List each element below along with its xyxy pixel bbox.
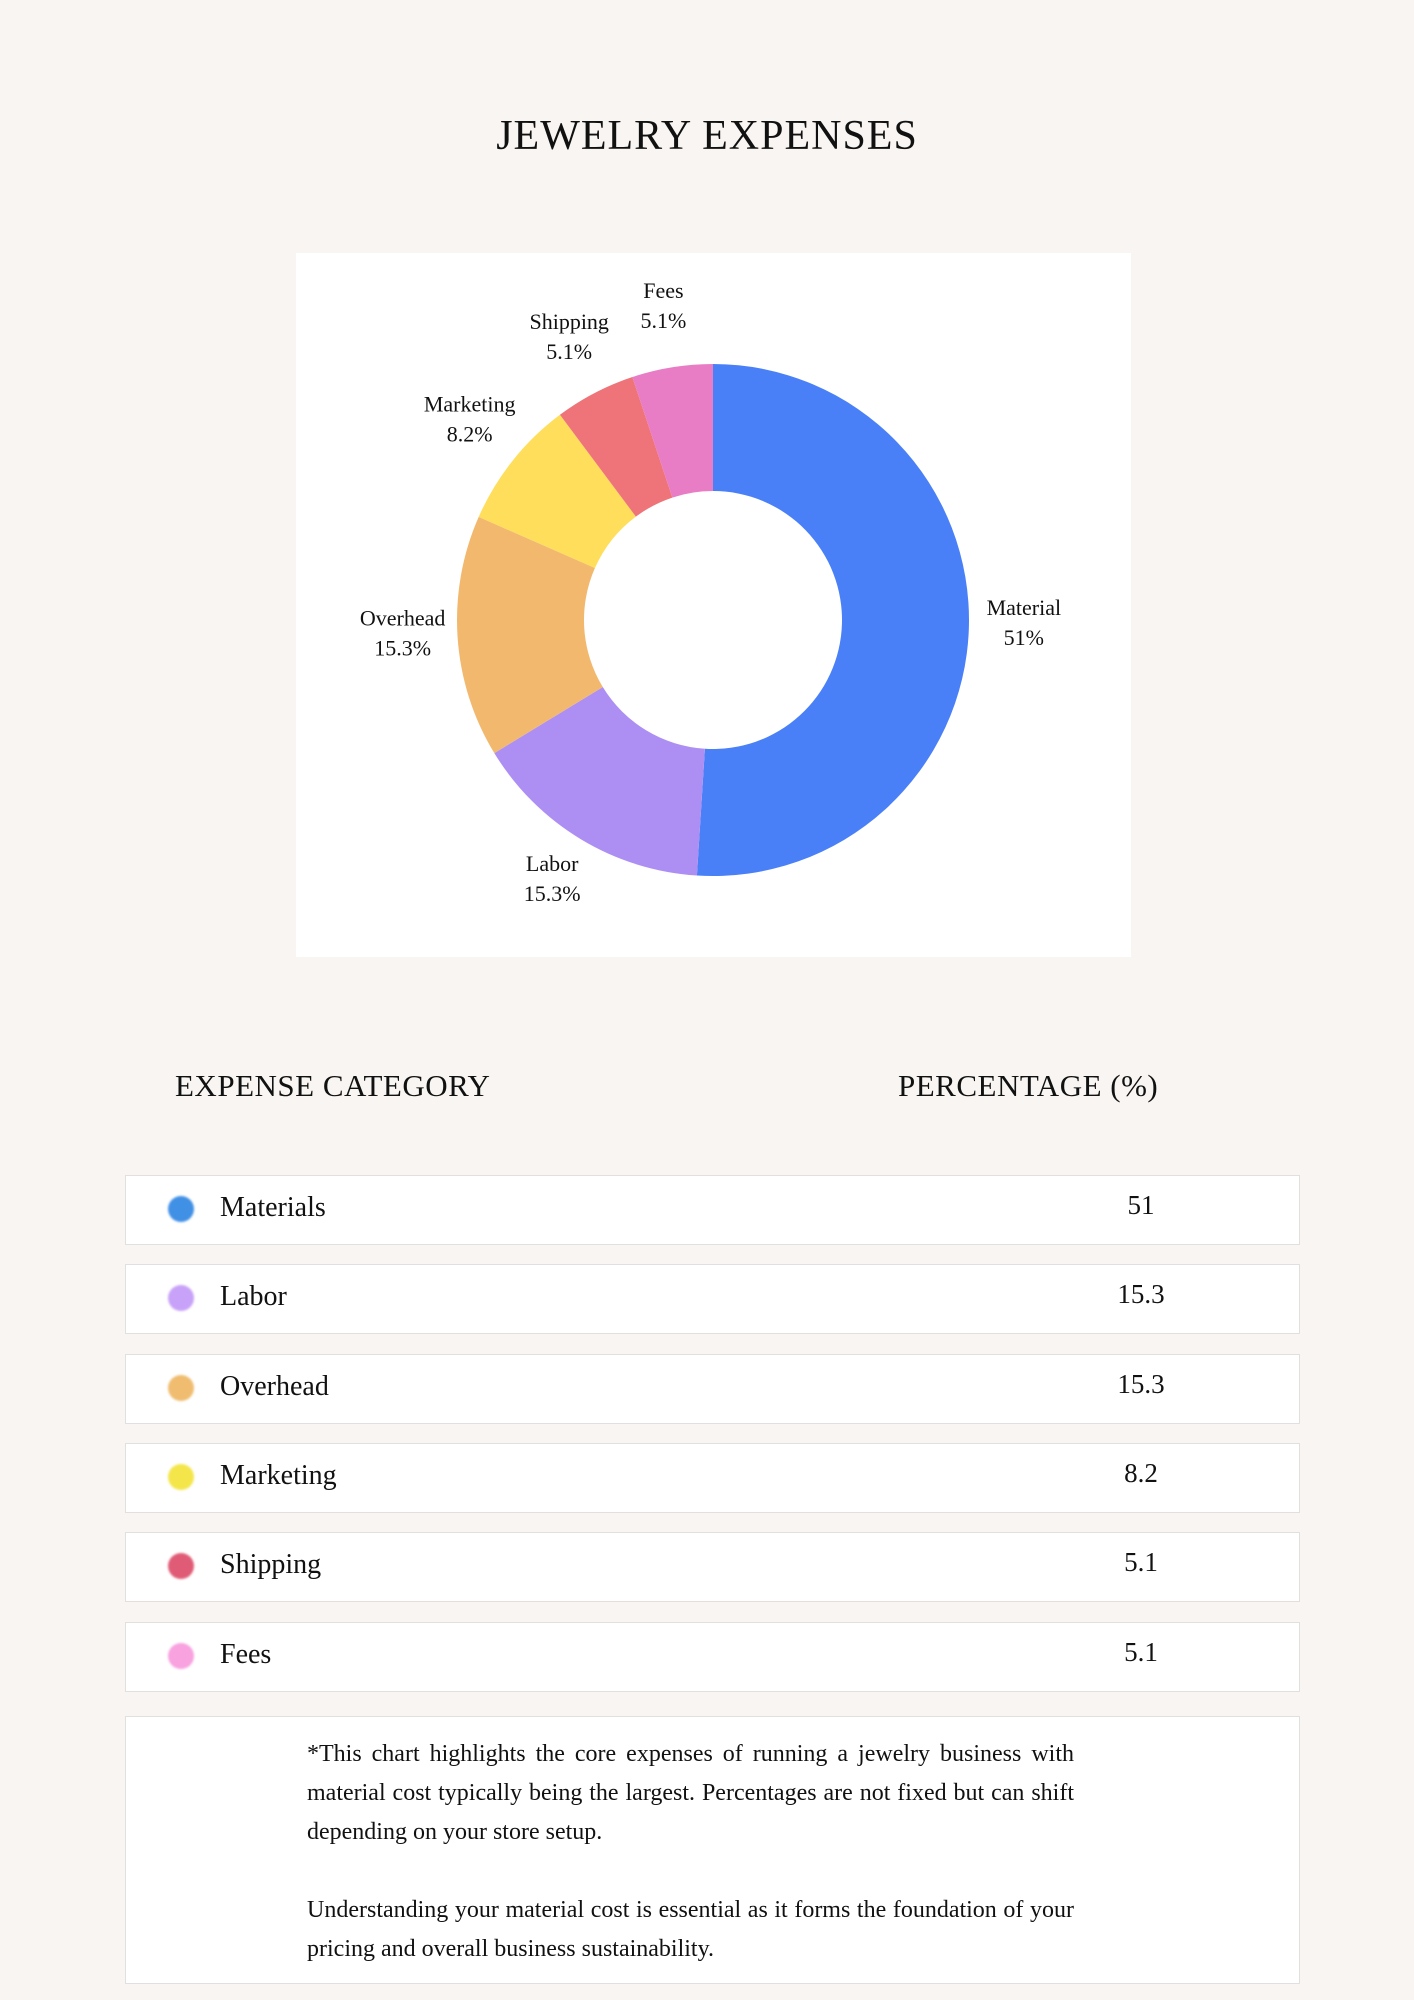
donut-slice [696,364,970,876]
category-cell: Overhead [220,1370,329,1402]
chart-panel: Material 51% Labor 15.3% Overhead 15.3% Market… [296,253,1131,957]
percentage-cell: 15.3 [1117,1368,1165,1399]
slice-label: Labor [526,851,579,876]
slice-label: Overhead [360,606,446,631]
note-paragraph: *This chart highlights the core expenses… [307,1741,1074,1845]
percentage-cell: 5.1 [1124,1547,1158,1578]
category-cell: Fees [220,1638,272,1670]
color-dot [168,1553,194,1580]
slice-value-label: 15.3% [524,881,581,906]
donut-slice [478,414,636,569]
color-dot [168,1285,194,1312]
slice-value-label: 8.2% [447,421,493,446]
slice-value-label: 5.1% [546,339,592,364]
column-header: PERCENTAGE (%) [898,1068,1159,1103]
category-cell: Labor [220,1281,287,1313]
percentage-cell: 8.2 [1124,1457,1158,1488]
note-box: *This chart highlights the core expenses… [125,1716,1300,1984]
table-row: Shipping 5.1 [125,1532,1300,1603]
table-row: Fees 5.1 [125,1621,1300,1692]
note-paragraph: Understanding your material cost is esse… [307,1897,1074,1962]
color-dot [168,1642,194,1669]
donut-slice [632,364,713,498]
table-row: Labor 15.3 [125,1264,1300,1335]
slice-label: Shipping [529,309,608,334]
color-dot [168,1374,194,1401]
page-title: JEWELRY EXPENSES [496,113,918,159]
column-header: EXPENSE CATEGORY [175,1068,491,1103]
slice-value-label: 15.3% [374,636,431,661]
donut-slice [457,516,603,754]
table-row: Marketing 8.2 [125,1442,1300,1513]
donut-chart: Material 51% Labor 15.3% Overhead 15.3% Market… [360,278,1062,906]
percentage-cell: 51 [1127,1190,1155,1220]
slice-value-label: 5.1% [640,308,686,333]
slice-label: Marketing [424,391,516,416]
category-cell: Materials [220,1192,326,1223]
donut-slice [494,687,705,876]
donut-slice [559,377,673,517]
slice-value-label: 51% [1004,625,1044,650]
color-dot [168,1463,194,1490]
percentage-cell: 5.1 [1124,1636,1158,1667]
slice-label: Fees [643,278,683,303]
slice-label: Material [987,595,1062,620]
percentage-cell: 15.3 [1117,1279,1165,1310]
category-cell: Shipping [220,1549,322,1581]
color-dot [168,1196,194,1222]
table-row: Overhead 15.3 [125,1353,1300,1424]
table-row: Materials 51 [125,1175,1300,1245]
category-cell: Marketing [220,1459,337,1491]
